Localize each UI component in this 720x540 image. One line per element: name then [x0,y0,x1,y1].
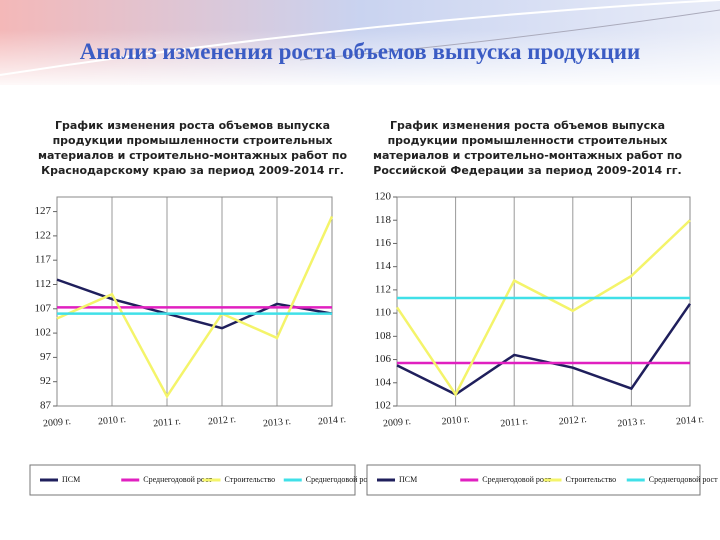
x-tick-label: 2009 г. [43,416,72,429]
y-tick-label: 102 [375,400,392,412]
series-line [395,219,691,397]
legend-label: Среднегодовой рост [649,475,718,484]
y-tick-label: 104 [375,376,392,388]
series-line [396,303,692,396]
decor-curve [299,9,720,61]
x-tick-label: 2012 г. [558,414,587,427]
y-tick-label: 118 [375,214,392,226]
legend-label: Среднегодовой рост [482,475,551,484]
slide-title: Анализ изменения роста объемов выпуска п… [79,39,641,64]
y-tick-label: 120 [375,191,392,203]
plot-border [56,196,333,407]
x-tick-label: 2013 г. [617,416,646,429]
y-tick-label: 127 [35,205,52,217]
y-tick-label: 107 [35,302,52,314]
y-tick-label: 112 [35,278,51,290]
x-tick-label: 2009 г. [383,416,412,429]
y-tick-label: 106 [375,353,392,365]
plot-border [396,196,691,407]
x-tick-label: 2010 г. [98,414,127,427]
y-tick-label: 110 [375,307,392,319]
legend-label: Среднегодовой рост [306,475,375,484]
chart-title-box: График изменения роста объемов выпуска п… [372,119,683,177]
chart-title: График изменения роста объемов выпуска п… [37,119,348,177]
header-fade [0,30,720,90]
y-tick-label: 87 [40,400,52,412]
legend-label: Строительство [225,475,276,484]
x-tick-label: 2012 г. [208,414,237,427]
title-box: Анализ изменения роста объемов выпуска п… [79,39,641,64]
y-tick-label: 116 [375,237,392,249]
x-tick-label: 2011 г. [153,416,181,429]
x-tick-label: 2014 г. [318,414,347,427]
y-tick-label: 112 [375,283,391,295]
x-tick-label: 2011 г. [500,416,528,429]
x-tick-label: 2013 г. [263,416,292,429]
y-tick-label: 97 [40,351,52,363]
decor-curve [0,0,720,76]
y-tick-label: 102 [35,327,52,339]
legend-label: ПСМ [399,475,417,484]
y-tick-label: 114 [375,260,392,272]
chart-title-box: График изменения роста объемов выпуска п… [37,119,348,177]
y-tick-label: 92 [40,375,51,387]
legend-label: Строительство [566,475,617,484]
x-tick-label: 2010 г. [441,414,470,427]
series-line [56,278,333,330]
y-tick-label: 117 [35,254,52,266]
legend-label: ПСМ [62,475,80,484]
y-tick-label: 108 [375,330,392,342]
legend-label: Среднегодовой рост [143,475,212,484]
x-tick-label: 2014 г. [676,414,705,427]
y-tick-label: 122 [35,229,52,241]
chart-title: График изменения роста объемов выпуска п… [372,119,683,177]
series-line [56,215,334,399]
